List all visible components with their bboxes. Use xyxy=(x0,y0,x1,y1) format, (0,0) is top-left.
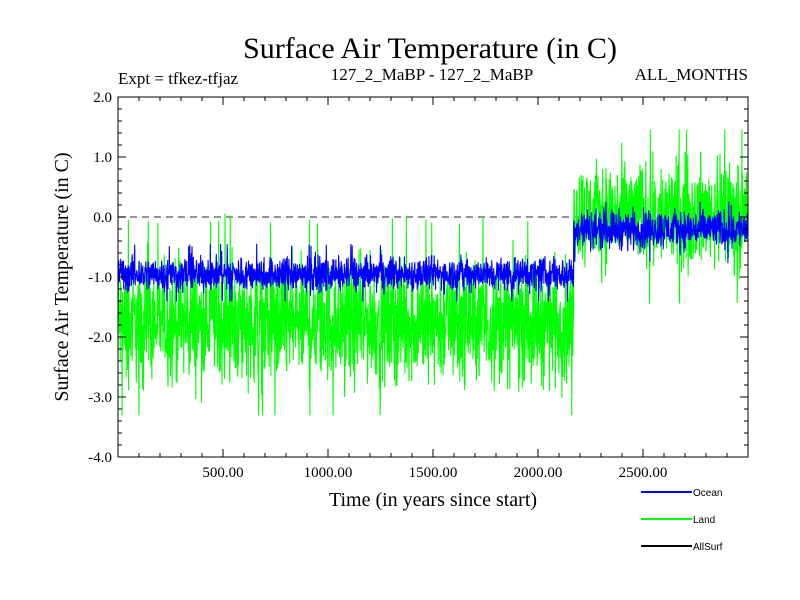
y-tick-label: -1.0 xyxy=(88,270,112,286)
period-label: 127_2_MaBP - 127_2_MaBP xyxy=(331,65,533,84)
legend-label-land: Land xyxy=(693,515,715,526)
x-tick-label: 1000.00 xyxy=(304,465,353,481)
months-label: ALL_MONTHS xyxy=(635,65,748,84)
legend-label-allsurf: AllSurf xyxy=(693,542,723,553)
y-tick-label: 0.0 xyxy=(93,210,112,226)
x-axis-label: Time (in years since start) xyxy=(329,489,537,511)
legend-label-ocean: Ocean xyxy=(693,488,722,499)
x-tick-label: 500.00 xyxy=(202,465,243,481)
y-axis-label: Surface Air Temperature (in C) xyxy=(51,152,73,401)
series-land-line xyxy=(117,129,749,416)
legend: Ocean Land AllSurf xyxy=(641,488,723,553)
y-tick-label: -4.0 xyxy=(88,450,112,466)
chart-title: Surface Air Temperature (in C) xyxy=(243,32,617,65)
series-ocean-line xyxy=(117,201,749,302)
y-tick-label: -2.0 xyxy=(88,330,112,346)
x-tick-label: 2500.00 xyxy=(619,465,668,481)
experiment-label: Expt = tfkez-tfjaz xyxy=(118,69,238,88)
y-tick-label: -3.0 xyxy=(88,390,112,406)
y-tick-label: 2.0 xyxy=(93,90,112,106)
x-tick-label: 1500.00 xyxy=(409,465,458,481)
x-tick-label: 2000.00 xyxy=(514,465,563,481)
plot-area: 2.0 1.0 0.0 -1.0 -2.0 -3.0 -4.0 500.00 1000.00 15… xyxy=(88,90,749,481)
y-tick-label: 1.0 xyxy=(93,150,112,166)
